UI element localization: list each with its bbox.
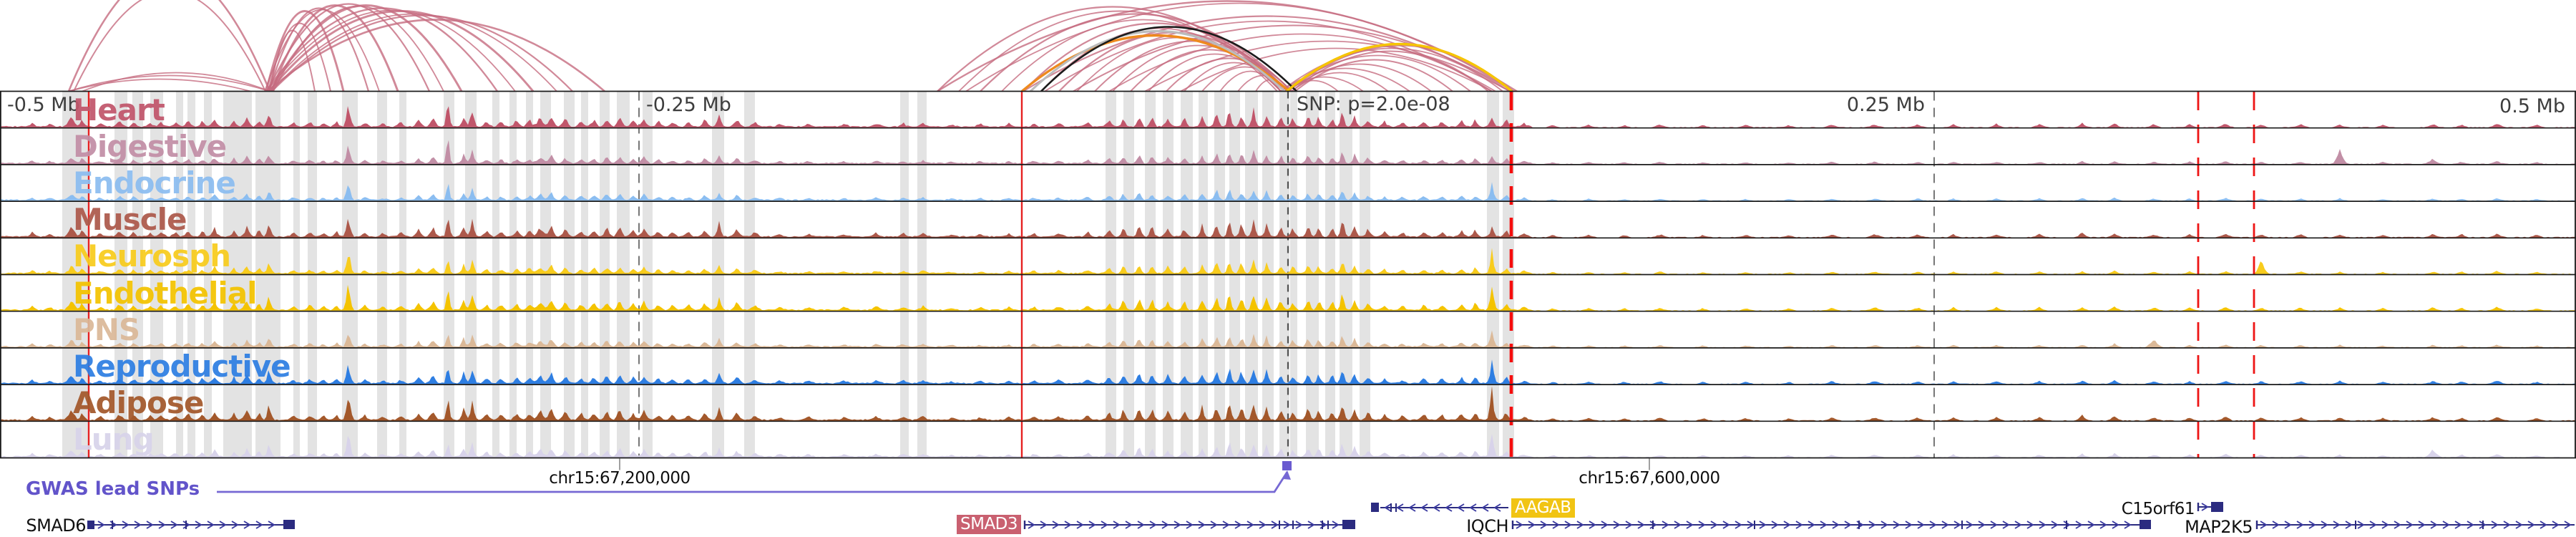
signal-track-digestive[interactable] [0, 140, 2576, 165]
gene-label-aagab[interactable]: AAGAB [1511, 498, 1575, 518]
signal-track-endocrine[interactable] [0, 182, 2576, 201]
gene-model-iqch[interactable] [1511, 520, 2151, 529]
track-label-adipose[interactable]: Adipose [73, 385, 204, 421]
gene-label-map2k5[interactable]: MAP2K5 [2185, 517, 2253, 537]
signal-track-pns[interactable] [0, 330, 2576, 348]
track-label-pns[interactable]: PNS [73, 311, 140, 347]
snp-pvalue-label: SNP: p=2.0e-08 [1297, 93, 1450, 115]
gene-model-c15orf61[interactable] [2197, 502, 2223, 512]
gene-label-smad6[interactable]: SMAD6 [26, 516, 86, 536]
gene-model-aagab[interactable] [1371, 503, 1508, 512]
axis-label-minus-quarter: -0.25 Mb [646, 94, 731, 116]
signal-track-lung[interactable] [0, 433, 2576, 458]
track-label-endothelial[interactable]: Endothelial [73, 275, 258, 311]
track-label-reproductive[interactable]: Reproductive [73, 348, 291, 384]
signal-tracks[interactable] [0, 106, 2576, 458]
signal-track-reproductive[interactable] [0, 359, 2576, 384]
gene-models[interactable] [87, 502, 2575, 529]
track-label-neurosph[interactable]: Neurosph [73, 238, 231, 274]
signal-track-neurosph[interactable] [0, 248, 2576, 274]
axis-label-minus-half: -0.5 Mb [7, 94, 80, 116]
signal-track-adipose[interactable] [0, 386, 2576, 421]
axis-label-quarter: 0.25 Mb [1846, 94, 1925, 116]
signal-track-muscle[interactable] [0, 218, 2576, 238]
gwas-snp-pointer[interactable] [217, 461, 1292, 493]
gwas-lead-snps-label[interactable]: GWAS lead SNPs [26, 478, 200, 500]
track-label-digestive[interactable]: Digestive [73, 128, 227, 164]
gene-label-iqch[interactable]: IQCH [1466, 516, 1508, 536]
axis-label-half: 0.5 Mb [2499, 95, 2565, 117]
track-borders [0, 90, 2576, 459]
track-label-endocrine[interactable]: Endocrine [73, 165, 236, 200]
gene-model-smad6[interactable] [87, 520, 295, 529]
coordinate-label-left: chr15:67,200,000 [549, 469, 691, 488]
coordinate-label-right: chr15:67,600,000 [1579, 469, 1720, 488]
interaction-arcs [67, 0, 1518, 92]
signal-track-heart[interactable] [0, 106, 2576, 127]
gene-model-map2k5[interactable] [2255, 521, 2575, 529]
gene-label-c15orf61[interactable]: C15orf61 [2121, 500, 2195, 518]
track-label-muscle[interactable]: Muscle [73, 202, 187, 238]
gene-model-smad3[interactable] [1023, 520, 1355, 529]
lead-snp-marker[interactable] [1282, 461, 1292, 470]
track-label-lung[interactable]: Lung [73, 422, 155, 458]
track-label-heart[interactable]: Heart [73, 92, 165, 127]
signal-track-endothelial[interactable] [0, 284, 2576, 311]
gene-label-smad3[interactable]: SMAD3 [957, 515, 1022, 534]
